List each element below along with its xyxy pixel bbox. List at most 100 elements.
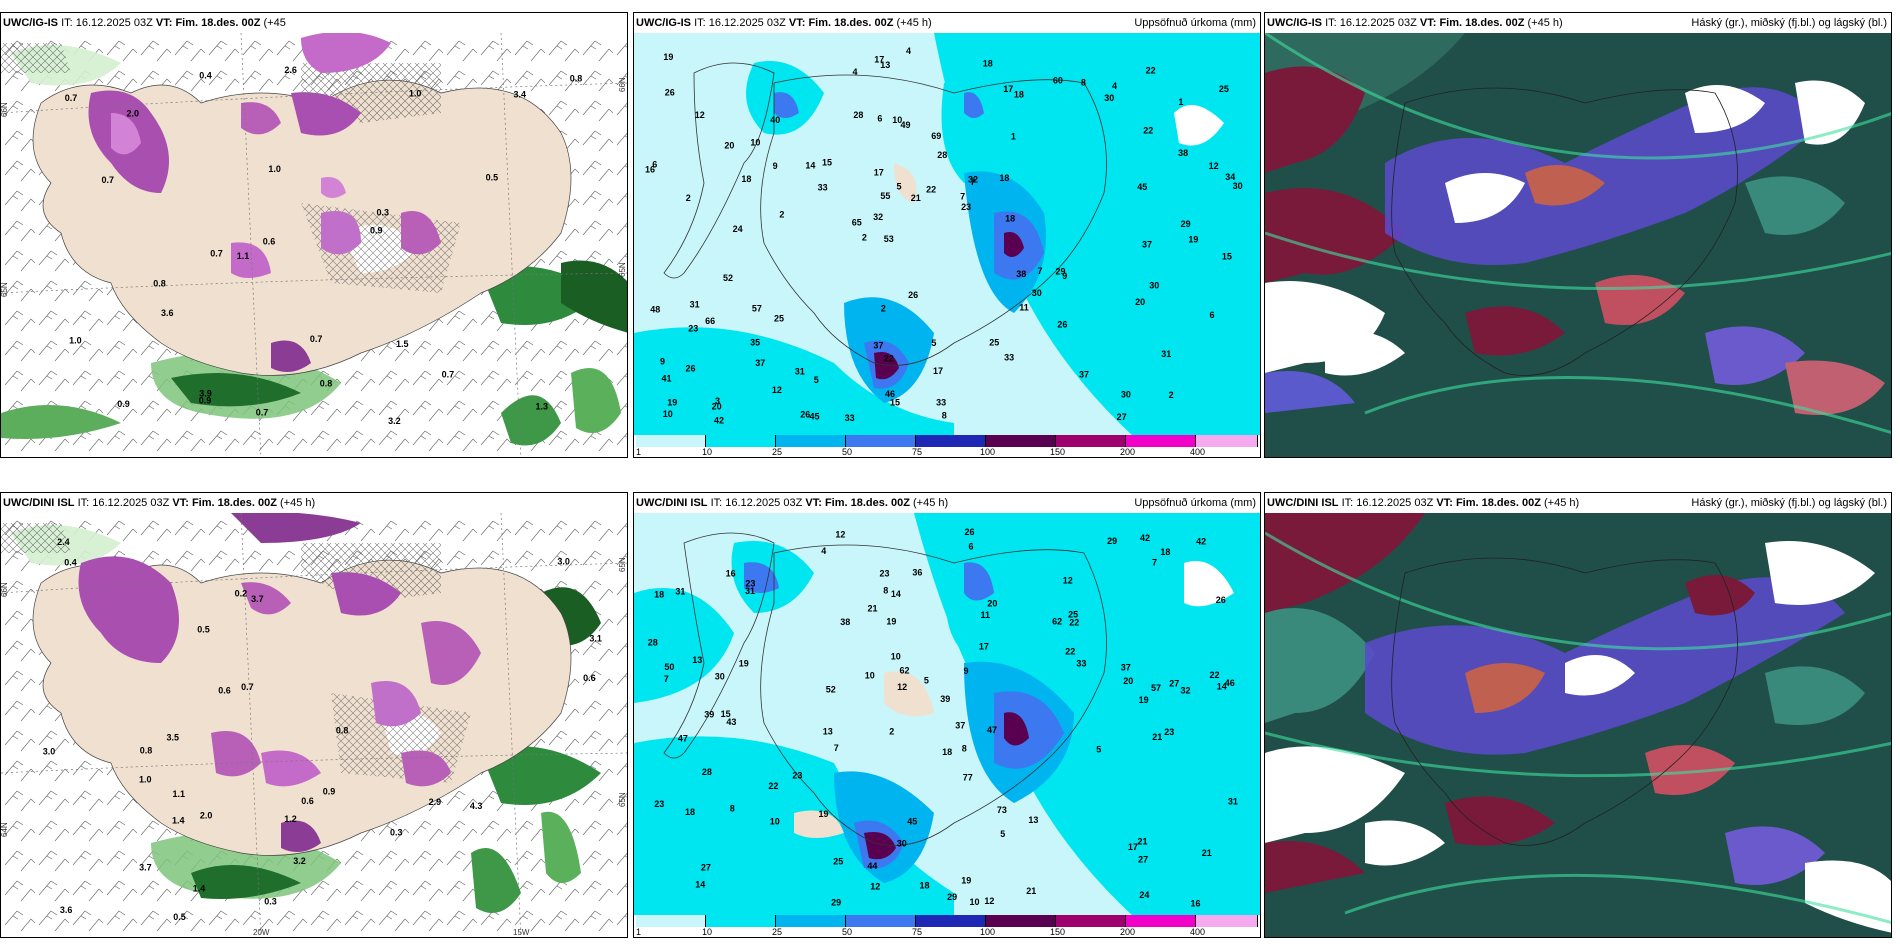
legend-tick: 25 [772,927,783,937]
wind-snow-map: 66N 64N 65N 65N 20W 15W 0.4 2.4 3.0 3.0 3.1 0… [1,513,627,937]
value-label: 10 [663,409,673,419]
value-label: 1 [1011,132,1016,142]
value-label: 31 [675,587,685,597]
vt-value: Fim. 18.des. 00Z [808,17,894,29]
value-label: 21 [911,193,921,203]
lead-time: (+45 h) [1544,497,1580,509]
panel-top-left: UWC/IG-IS IT: 16.12.2025 03Z VT: Fim. 18… [0,12,628,458]
legend-tick: 150 [1050,927,1066,937]
value-label: 4.3 [470,801,483,811]
value-label: 55 [880,191,890,201]
value-label: 22 [1143,125,1153,135]
vt-value: Fim. 18.des. 00Z [1455,497,1541,509]
value-label: 2 [889,727,894,737]
value-label: 23 [745,579,755,589]
value-label: 20 [987,598,997,608]
wind-snow-map-svg: 66N 65N 66N 65N 0.7 3.2 3.9 0.7 0.4 2.0 0.7 1.3… [1,33,627,457]
value-label: 15 [721,709,731,719]
value-label: 10 [865,671,875,681]
value-label: 22 [1210,670,1220,680]
legend-tick: 10 [702,447,713,457]
legend-swatch [1056,435,1126,447]
value-label: 5 [1000,829,1005,839]
value-label: 0.3 [377,207,390,217]
value-label: 6 [877,114,882,124]
value-label: 28 [937,150,947,160]
value-label: 11 [1019,303,1029,313]
value-label: 38 [840,617,850,627]
value-label: 9 [1062,271,1067,281]
lat-label: 65N [618,792,627,807]
lon-label: 15W [513,928,530,937]
legend-tick: 50 [842,927,853,937]
vt-value: Fim. 18.des. 00Z [191,497,277,509]
map-title: Háský (gr.), miðský (fj.bl.) og lágský (… [1691,497,1887,509]
value-label: 14 [695,880,705,890]
value-label: 13 [823,726,833,736]
value-label: 32 [1181,685,1191,695]
value-label: 21 [1152,732,1162,742]
value-label: 12 [870,881,880,891]
legend-swatch [1196,915,1258,927]
value-label: 23 [1164,727,1174,737]
value-label: 4 [821,546,826,556]
legend-swatch [1126,915,1196,927]
value-label: 22 [768,781,778,791]
value-label: 0.8 [140,746,153,756]
value-label: 30 [715,671,725,681]
value-label: 29 [1107,536,1117,546]
value-label: 0.3 [264,897,277,907]
legend-tick: 10 [702,927,713,937]
value-label: 23 [961,202,971,212]
it-label: IT: [77,497,90,509]
value-label: 26 [908,290,918,300]
panel-top-right: UWC/IG-IS IT: 16.12.2025 03Z VT: Fim. 18… [1264,12,1892,458]
model-name: UWC/IG-IS [3,17,58,29]
value-label: 2.6 [284,65,297,75]
value-label: 21 [1138,837,1148,847]
value-label: 12 [772,385,782,395]
value-label: 13 [692,655,702,665]
snow-value-labels: 0.4 2.4 3.0 3.0 3.1 0.3 3.7 2.0 3.6 2.9 1.4 0.8 0.5 1… [43,537,602,922]
value-label: 8 [730,804,735,814]
value-label: 17 [933,366,943,376]
iceland-coastline [760,74,1107,366]
value-label: 0.9 [323,786,336,796]
value-label: 35 [750,338,760,348]
value-label: 7 [1038,266,1043,276]
value-label: 7 [960,192,965,202]
legend-swatch [706,915,776,927]
panel-header: UWC/DINI ISL IT: 16.12.2025 03Z VT: Fim.… [636,495,948,511]
value-label: 29 [831,898,841,908]
value-label: 65 [852,218,862,228]
value-label: 52 [723,273,733,283]
value-label: 17 [874,168,884,178]
value-label: 32 [873,212,883,222]
value-label: 18 [654,590,664,600]
value-label: 19 [1139,695,1149,705]
value-label: 14 [805,160,815,170]
value-label: 27 [1117,412,1127,422]
value-label: 1.4 [193,884,206,894]
value-label: 5 [897,182,902,192]
value-label: 73 [997,805,1007,815]
value-label: 20 [724,140,734,150]
value-label: 3.7 [139,863,152,873]
value-label: 0.6 [583,673,596,683]
value-label: 30 [1104,93,1114,103]
value-label: 16 [726,569,736,579]
it-label: IT: [1325,17,1337,29]
legend-swatch [1126,435,1196,447]
value-label: 7 [1152,558,1157,568]
cloud-map-svg [1265,33,1891,457]
it-label: IT: [61,17,73,29]
value-label: 5 [1096,745,1101,755]
value-label: 18 [1005,213,1015,223]
legend-tick: 1 [636,447,642,457]
value-label: 1.3 [536,402,549,412]
value-label: 14 [1217,681,1227,691]
value-label: 14 [891,589,901,599]
value-label: 4 [853,67,858,77]
precip-value-labels: 2212136286615413710791213303838323755406… [645,46,1243,425]
